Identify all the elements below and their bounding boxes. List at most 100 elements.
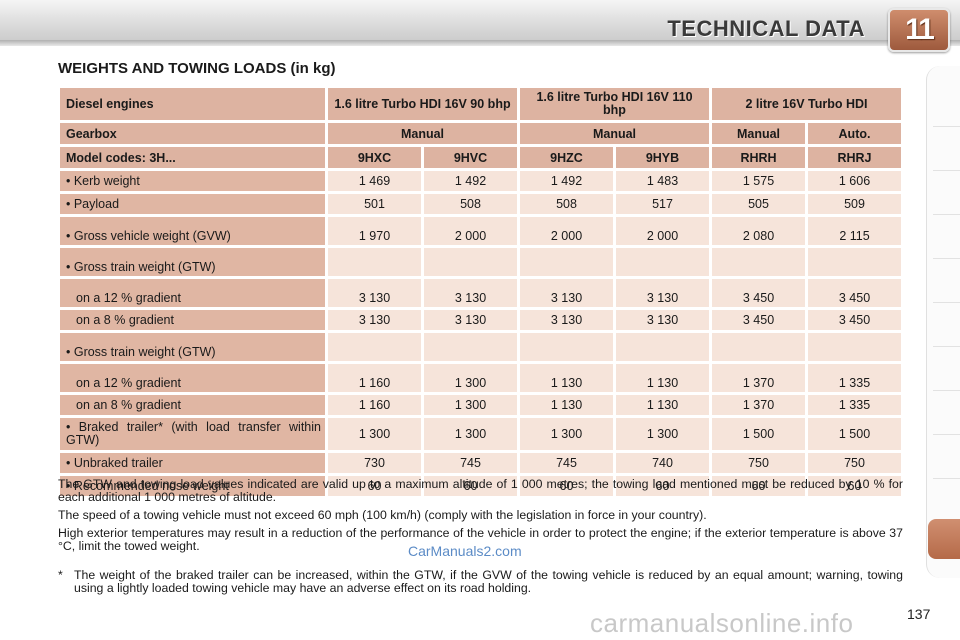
cell: 1 970 [328,217,421,245]
cell [424,333,517,361]
cell: 1 300 [424,418,517,450]
cell: 1 335 [808,364,901,392]
cell: 730 [328,453,421,473]
cell [808,248,901,276]
cell: 501 [328,194,421,214]
cell: 1 130 [520,395,613,415]
cell: 1 300 [328,418,421,450]
table-row: • Unbraked trailer 730 745 745 740 750 7… [60,453,901,473]
row-label: • Recommended nose weight [60,476,325,496]
cell: 3 450 [712,310,805,330]
note-paragraph: High exterior temperatures may result in… [58,526,903,553]
rail-divider [933,170,960,171]
gearbox-header: Manual [328,123,517,144]
table-row: • Gross train weight (GTW) [60,333,901,361]
engine-header: 1.6 litre Turbo HDI 16V 90 bhp [328,88,517,120]
header-band [0,0,960,44]
rail-divider [933,214,960,215]
cell: 3 130 [616,310,709,330]
row-label: on an 8 % gradient [60,395,325,415]
cell: 1 130 [616,395,709,415]
page-title: TECHNICAL DATA [667,16,865,41]
cell: 1 469 [328,171,421,191]
cell [328,333,421,361]
rail-divider [933,258,960,259]
cell: 2 000 [616,217,709,245]
chapter-tab-rail [926,66,960,578]
cell: 508 [520,194,613,214]
gearbox-header: Auto. [808,123,901,144]
row-label: • Gross vehicle weight (GVW) [60,217,325,245]
table-row: • Braked trailer* (with load transfer wi… [60,418,901,450]
watermark-carmanuals2[interactable]: CarManuals2.com [408,543,522,559]
row-label: • Gross train weight (GTW) [60,333,325,361]
cell: 60 [712,476,805,496]
engine-header: 1.6 litre Turbo HDI 16V 110 bhp [520,88,709,120]
row-label: on a 12 % gradient [60,279,325,307]
cell: 508 [424,194,517,214]
page-header: TECHNICAL DATA 11 [0,0,960,52]
note-paragraph: The speed of a towing vehicle must not e… [58,508,707,522]
gearbox-header: Manual [520,123,709,144]
rail-divider [933,390,960,391]
model-code: 9HVC [424,147,517,168]
cell [424,248,517,276]
cell: 1 300 [520,418,613,450]
gearbox-header: Manual [712,123,805,144]
chapter-tab-active[interactable] [928,519,960,559]
cell: 1 160 [328,364,421,392]
cell: 1 300 [616,418,709,450]
footnote: * The weight of the braked trailer can b… [58,569,903,595]
table-row: on an 8 % gradient 1 160 1 300 1 130 1 1… [60,395,901,415]
cell: 509 [808,194,901,214]
cell: 745 [520,453,613,473]
table-row: • Gross vehicle weight (GVW) 1 970 2 000… [60,217,901,245]
engine-header: 2 litre 16V Turbo HDI [712,88,901,120]
cell [616,333,709,361]
section-title: WEIGHTS AND TOWING LOADS (in kg) [58,60,336,77]
engine-label: Diesel engines [60,88,325,120]
cell: 2 115 [808,217,901,245]
cell: 1 492 [520,171,613,191]
cell: 60 [328,476,421,496]
notes: The GTW and towing load values indicated… [58,478,903,558]
model-code: 9HXC [328,147,421,168]
rail-divider [933,346,960,347]
cell: 2 000 [424,217,517,245]
cell [520,333,613,361]
watermark-carmanualsonline: carmanualsonline.info [590,608,854,638]
cell [520,248,613,276]
gearbox-row: Gearbox Manual Manual Manual Auto. [60,123,901,144]
cell [808,333,901,361]
cell: 1 300 [424,395,517,415]
table-row: on a 8 % gradient 3 130 3 130 3 130 3 13… [60,310,901,330]
engine-row: Diesel engines 1.6 litre Turbo HDI 16V 9… [60,88,901,120]
row-label: • Unbraked trailer [60,453,325,473]
header-strip [0,40,960,46]
cell: 3 450 [712,279,805,307]
cell: 517 [616,194,709,214]
cell: 60 [520,476,613,496]
row-label: • Gross train weight (GTW) [60,248,325,276]
table-row: on a 12 % gradient 1 160 1 300 1 130 1 1… [60,364,901,392]
model-code-row: Model codes: 3H... 9HXC 9HVC 9HZC 9HYB R… [60,147,901,168]
cell: 1 500 [808,418,901,450]
cell: 1 335 [808,395,901,415]
cell: 1 483 [616,171,709,191]
cell: 3 130 [424,279,517,307]
cell: 3 130 [328,310,421,330]
cell: 3 130 [520,310,613,330]
cell: 1 492 [424,171,517,191]
row-label: • Payload [60,194,325,214]
cell: 2 080 [712,217,805,245]
chapter-badge: 11 [888,8,950,52]
cell: 3 450 [808,279,901,307]
cell: 3 450 [808,310,901,330]
cell: 750 [712,453,805,473]
cell: 1 300 [424,364,517,392]
rail-divider [933,478,960,479]
cell: 1 130 [616,364,709,392]
cell: 3 130 [520,279,613,307]
table-row: • Payload 501 508 508 517 505 509 [60,194,901,214]
table-row: • Recommended nose weight 60 60 60 60 60… [60,476,901,496]
